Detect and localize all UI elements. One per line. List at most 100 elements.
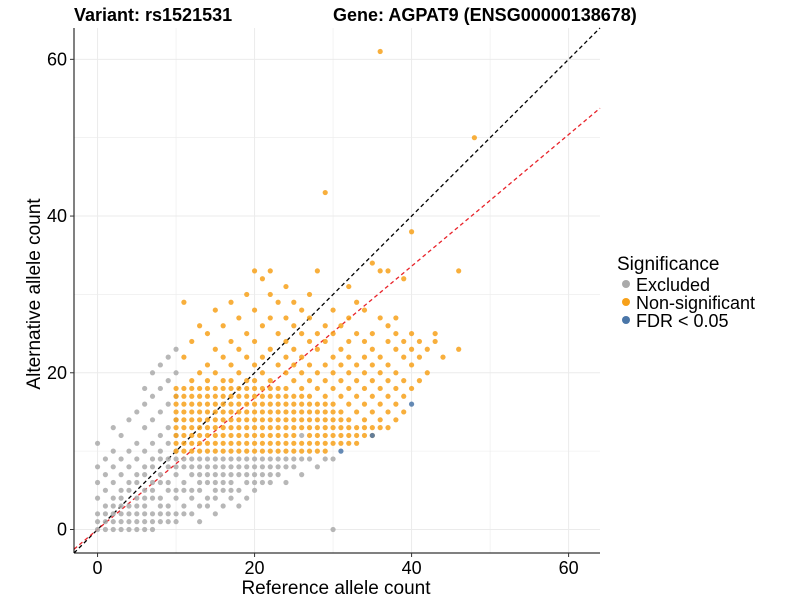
data-point — [275, 456, 281, 462]
data-point — [408, 401, 415, 407]
data-point — [110, 511, 116, 517]
data-point — [267, 401, 273, 407]
data-point — [361, 385, 368, 392]
data-point — [142, 401, 148, 407]
data-point — [212, 479, 218, 486]
data-point — [338, 448, 344, 454]
data-point — [220, 354, 226, 360]
data-point — [283, 432, 289, 439]
data-point — [110, 479, 116, 486]
data-point — [314, 440, 320, 446]
data-point — [212, 448, 218, 454]
data-point — [228, 456, 234, 462]
data-point — [275, 425, 281, 431]
data-point — [338, 323, 344, 329]
data-point — [401, 354, 407, 360]
data-point — [346, 401, 352, 407]
data-point — [244, 456, 250, 462]
data-point — [393, 370, 399, 376]
data-point — [197, 393, 203, 399]
data-point — [275, 432, 281, 439]
data-point — [204, 479, 211, 486]
chart-title-variant: Variant: rs1521531 — [74, 5, 232, 25]
data-point — [377, 370, 383, 376]
data-point — [244, 495, 250, 501]
data-point — [118, 487, 124, 493]
data-point — [299, 432, 305, 439]
data-point — [330, 456, 336, 462]
data-point — [181, 448, 187, 454]
data-point — [291, 440, 297, 446]
x-tick-label: 40 — [402, 558, 422, 578]
data-point — [157, 495, 163, 501]
legend-entry: Non-significant — [622, 293, 755, 313]
data-point — [244, 464, 250, 470]
data-point — [306, 425, 313, 431]
data-point — [236, 315, 242, 321]
data-point — [142, 487, 148, 493]
data-point — [330, 425, 336, 431]
data-point — [299, 385, 305, 392]
legend-key — [622, 316, 630, 324]
data-point — [110, 448, 116, 454]
legend-entry: FDR < 0.05 — [622, 311, 729, 331]
data-point — [118, 432, 124, 439]
data-point — [377, 401, 383, 407]
data-point — [330, 401, 336, 407]
data-point — [126, 526, 132, 533]
data-point — [338, 409, 344, 415]
data-point — [401, 378, 407, 384]
data-point — [102, 519, 109, 525]
data-point — [291, 448, 297, 454]
data-point — [299, 370, 305, 376]
data-point — [173, 456, 179, 462]
data-point — [149, 456, 156, 462]
data-point — [189, 425, 195, 431]
data-point — [291, 432, 297, 439]
data-point — [267, 268, 273, 274]
reference-lines — [73, 27, 601, 554]
data-point — [236, 440, 242, 446]
data-point — [228, 464, 234, 470]
x-axis-ticks: 0 20 40 60 — [93, 553, 579, 578]
data-point — [197, 440, 203, 446]
data-point — [299, 456, 305, 462]
data-point — [291, 417, 297, 423]
data-point — [267, 479, 273, 486]
data-point — [385, 338, 391, 345]
data-point — [244, 425, 250, 431]
data-point — [189, 417, 195, 423]
data-points — [94, 48, 477, 533]
data-point — [173, 511, 179, 517]
data-point — [204, 385, 211, 392]
data-point — [291, 401, 297, 407]
data-point — [173, 519, 179, 525]
data-point — [228, 401, 234, 407]
data-point — [244, 354, 250, 360]
data-point — [212, 456, 218, 462]
data-point — [126, 464, 132, 470]
data-point — [259, 323, 266, 329]
data-point — [220, 323, 226, 329]
data-point — [259, 425, 266, 431]
data-point — [314, 448, 320, 454]
data-point — [228, 299, 234, 305]
data-point — [346, 385, 352, 392]
data-point — [385, 323, 391, 329]
data-point — [322, 401, 328, 407]
data-point — [204, 448, 211, 454]
data-point — [149, 464, 156, 470]
data-point — [251, 472, 258, 478]
data-point — [330, 330, 336, 337]
legend-label: FDR < 0.05 — [636, 311, 729, 331]
data-point — [322, 417, 328, 423]
y-tick-label: 40 — [47, 206, 67, 226]
data-point — [267, 432, 273, 439]
data-point — [228, 448, 234, 454]
data-point — [102, 503, 109, 509]
data-point — [291, 362, 297, 368]
data-point — [212, 432, 218, 439]
series-fdr-0-05 — [338, 401, 415, 454]
data-point — [322, 378, 328, 384]
data-point — [259, 401, 266, 407]
